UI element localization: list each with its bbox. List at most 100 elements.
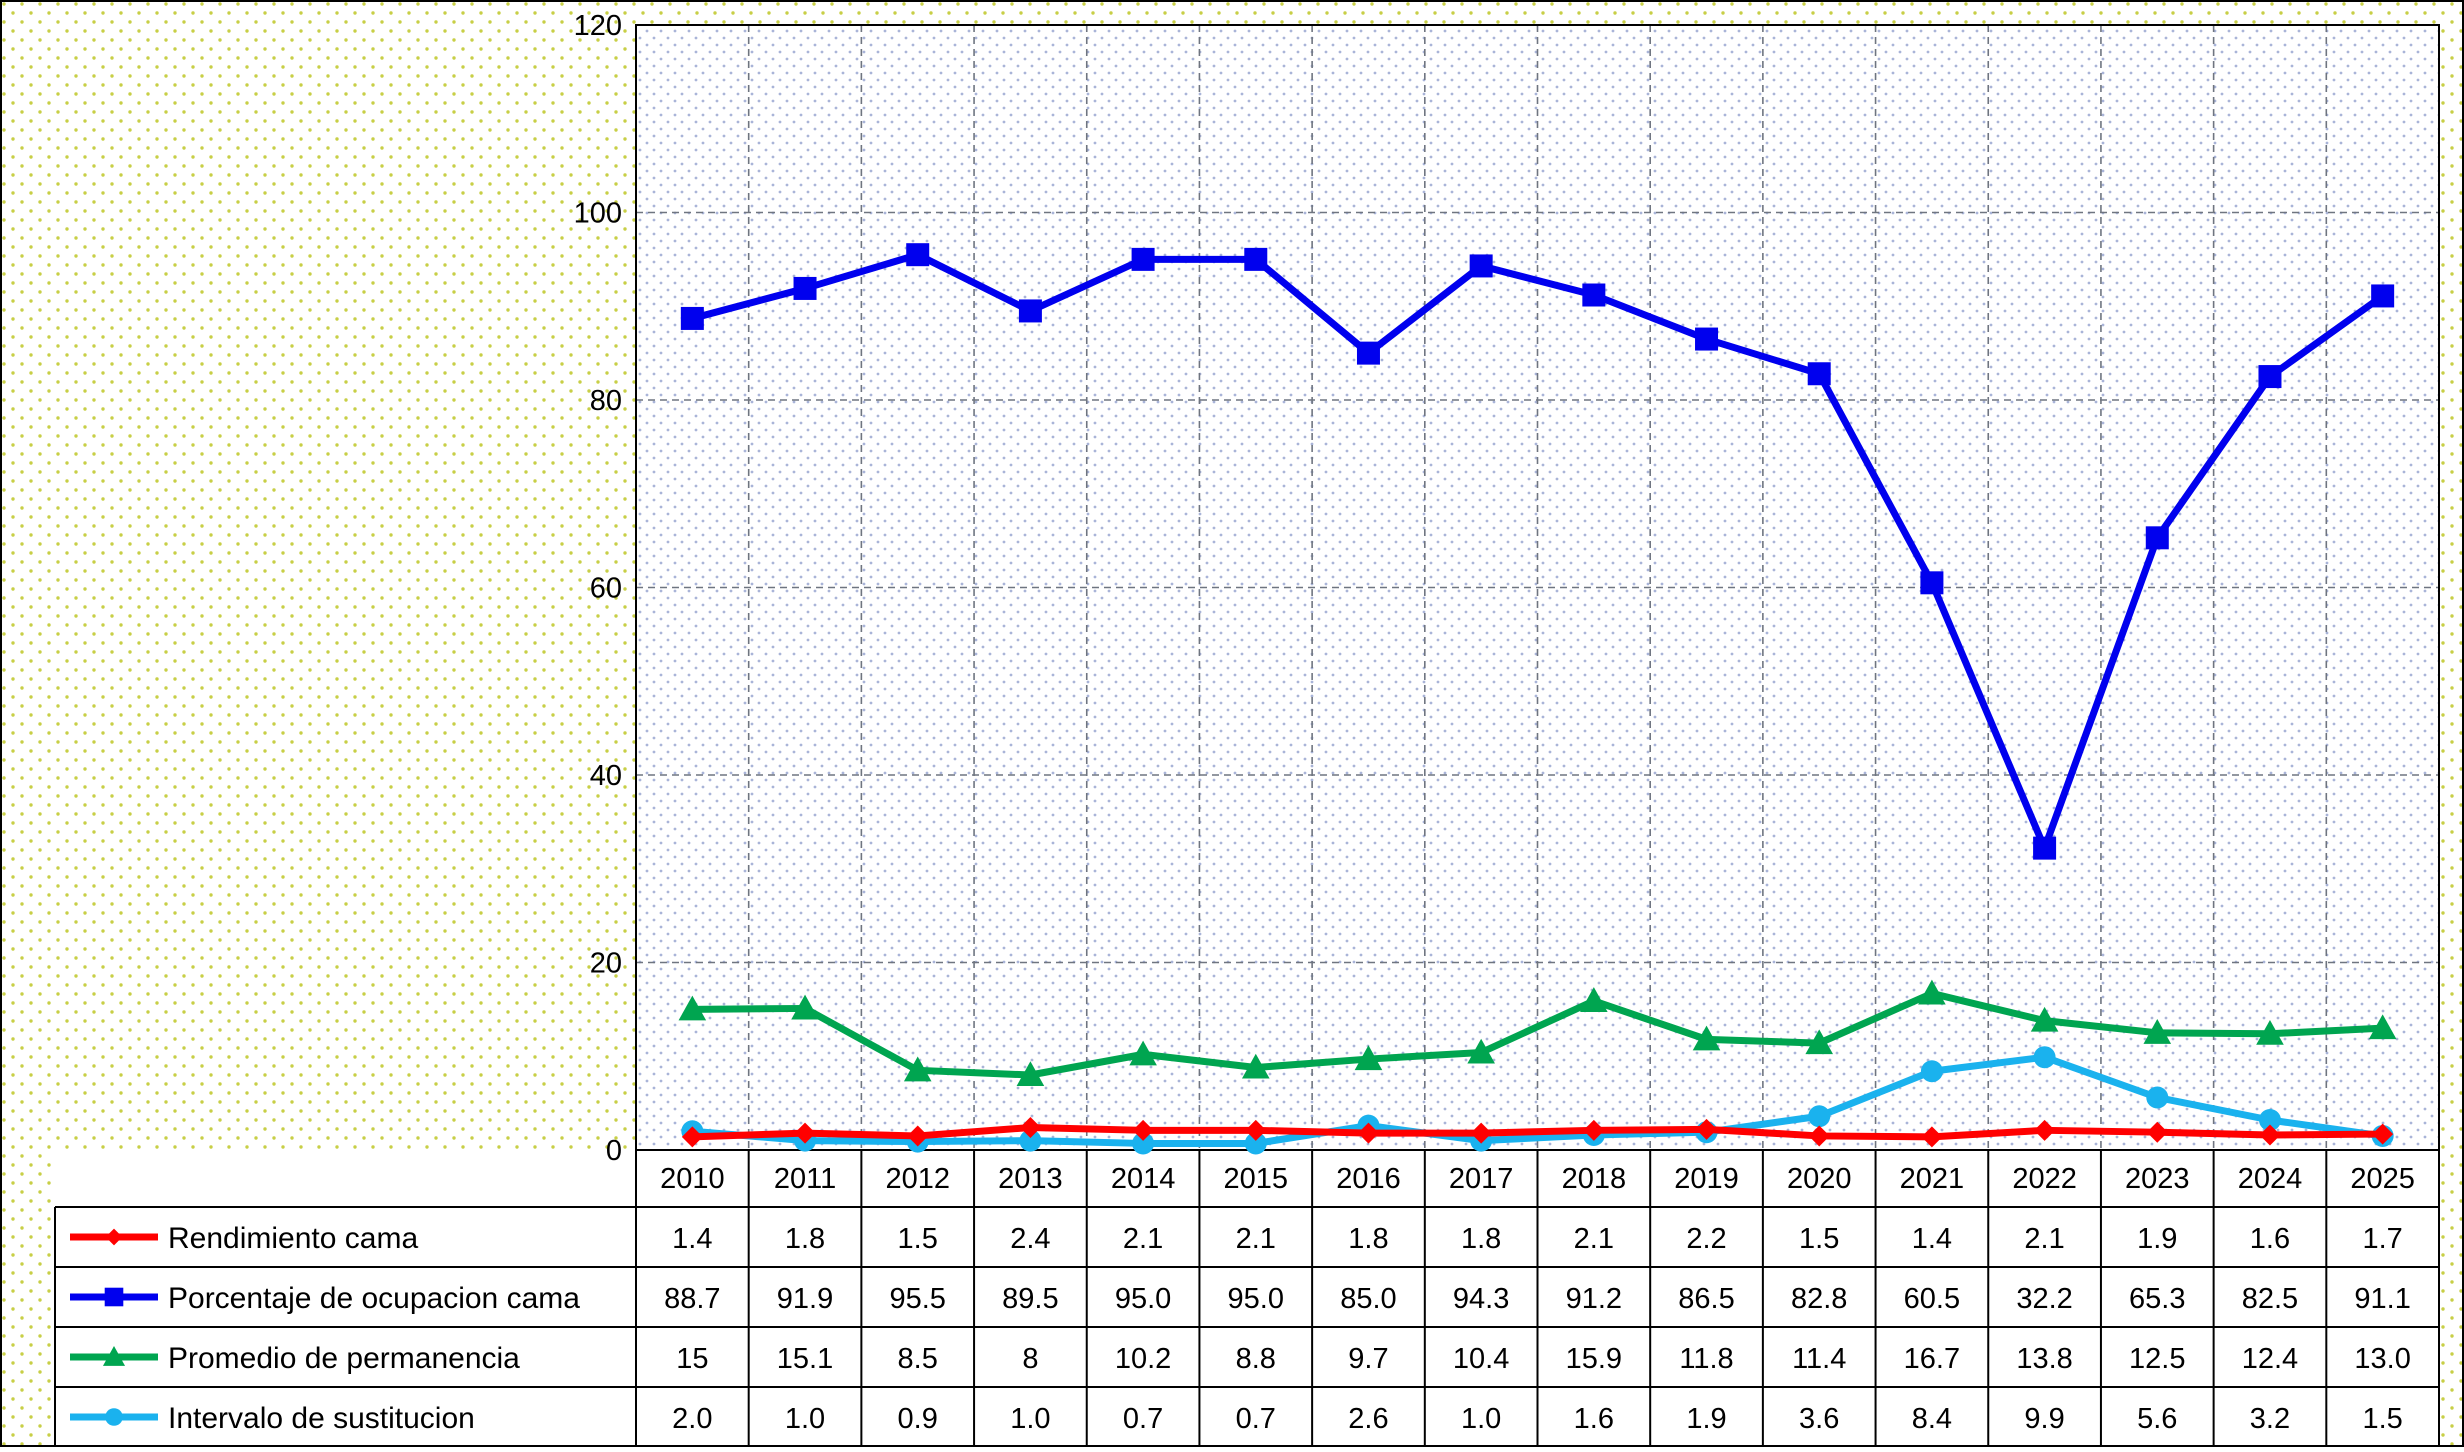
data-table-value: 13.8 [2016,1343,2072,1375]
data-point-marker [1129,1040,1157,1066]
data-point-marker [2143,1019,2172,1044]
y-tick-label: 60 [590,573,622,605]
data-point-marker [1018,299,1042,323]
data-point-marker [678,995,707,1021]
data-table-value: 88.7 [664,1283,720,1315]
data-point-marker [104,1287,124,1307]
data-table-value: 11.8 [1679,1343,1733,1375]
data-point-marker [1245,1119,1267,1141]
x-category-label: 2019 [1674,1163,1739,1195]
data-point-marker [105,1408,123,1426]
data-point-marker [1583,1119,1605,1141]
data-point-marker [1244,247,1268,271]
legend-key [70,1228,158,1246]
legend-series-name: Rendimiento cama [168,1222,418,1255]
data-table-value: 15.1 [777,1343,833,1375]
data-table-value: 2.0 [672,1403,712,1435]
data-table-value: 12.4 [2242,1343,2298,1375]
data-point-marker [1016,1061,1045,1087]
data-point-marker [1132,1119,1154,1141]
data-point-marker [1696,1118,1718,1140]
data-table-value: 12.5 [2129,1343,2185,1375]
y-tick-label: 80 [590,385,622,417]
data-point-marker [1920,1060,1943,1083]
y-tick-label: 20 [590,948,622,980]
legend-series-name: Intervalo de sustitucion [168,1402,475,1435]
series-line [688,1053,2387,1147]
data-table-value: 91.1 [2354,1283,2410,1315]
data-point-marker [1695,327,1719,351]
data-table-value: 2.2 [1686,1223,1726,1255]
data-table-value: 1.4 [1912,1223,1952,1255]
data-table-value: 60.5 [1904,1283,1960,1315]
data-table-value: 8.5 [898,1343,938,1375]
data-table-value: 1.7 [2362,1223,2402,1255]
y-axis: 0 20 40 60 80 100 120 [574,10,622,1167]
data-point-marker [1807,362,1831,386]
series-line [688,989,2387,1079]
grid-lines [635,24,2440,1151]
data-point-marker [2034,1119,2056,1141]
data-table-value: 2.6 [1348,1403,1388,1435]
data-table-value: 9.7 [1348,1343,1388,1375]
data-table-value: 9.9 [2024,1403,2064,1435]
data-table-value: 95.5 [889,1283,945,1315]
x-category-label: 2015 [1224,1163,1289,1195]
data-point-marker [2368,1014,2397,1040]
data-table-value: 0.7 [1123,1403,1163,1435]
x-category-label: 2010 [660,1163,725,1195]
x-category-label: 2012 [885,1163,950,1195]
data-table-value: 2.1 [1236,1223,1276,1255]
data-point-marker [1805,1029,1834,1055]
x-category-label: 2021 [1900,1163,1965,1195]
data-table-value: 2.1 [2024,1223,2064,1255]
data-point-marker [2256,1019,2284,1045]
data-table-value: 15 [676,1343,708,1375]
data-point-marker [2030,1006,2059,1032]
data-table-value: 1.9 [2137,1223,2177,1255]
data-table-value: 8.4 [1912,1403,1952,1435]
data-point-marker [1470,1122,1492,1144]
data-point-marker [102,1345,126,1366]
x-category-label: 2016 [1336,1163,1401,1195]
data-table-value: 0.9 [898,1403,938,1435]
data-point-marker [1921,1126,1943,1148]
data-table-value: 1.0 [1010,1403,1050,1435]
data-table-value: 8 [1022,1343,1038,1375]
data-point-marker [1582,283,1606,307]
data-table-value: 94.3 [1453,1283,1509,1315]
data-point-marker [1354,1045,1383,1071]
data-point-marker [1808,1105,1831,1128]
data-table-value: 1.0 [785,1403,825,1435]
data-table-value: 13.0 [2354,1343,2410,1375]
data-table-value: 82.5 [2242,1283,2298,1315]
x-category-label: 2011 [774,1163,836,1195]
data-point-marker [1469,254,1493,278]
data-point-marker [793,276,817,300]
data-table-value: 85.0 [1340,1283,1396,1315]
data-point-marker [1467,1038,1495,1064]
y-tick-label: 40 [590,760,622,792]
data-table-value: 86.5 [1678,1283,1734,1315]
x-category-label: 2014 [1111,1163,1176,1195]
y-tick-label: 100 [574,198,622,230]
data-point-marker [794,1122,816,1144]
data-point-marker [1241,1053,1270,1079]
data-table-value: 1.4 [672,1223,712,1255]
data-table-value: 3.6 [1799,1403,1839,1435]
data-table-value: 2.4 [1010,1223,1050,1255]
data-point-marker [2258,365,2282,389]
data-point-marker [907,1125,929,1147]
x-category-label: 2022 [2012,1163,2077,1195]
data-point-marker [1019,1129,1042,1152]
data-point-marker [906,243,930,267]
data-point-marker [2371,284,2395,308]
y-tick-label: 0 [606,1135,622,1167]
data-table-value: 10.4 [1453,1343,1509,1375]
data-point-marker [1019,1117,1041,1138]
data-table-value: 5.6 [2137,1403,2177,1435]
data-table: 2010 2011 2012 2013 2014 2015 2016 2017 2018 2019… [54,1150,2440,1448]
data-table-value: 65.3 [2129,1283,2185,1315]
data-point-marker [1357,1122,1379,1144]
